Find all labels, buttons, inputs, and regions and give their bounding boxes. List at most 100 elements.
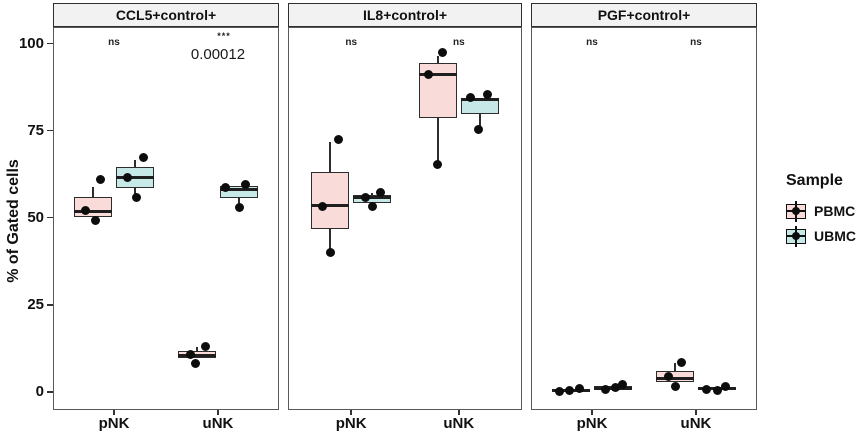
x-tick xyxy=(217,410,219,415)
y-tick xyxy=(47,129,53,132)
box-whisker-lower xyxy=(329,228,331,253)
data-point xyxy=(483,90,493,100)
box-whisker-upper xyxy=(329,141,331,173)
data-point xyxy=(664,372,674,382)
plot-panel xyxy=(531,27,757,410)
data-point xyxy=(201,342,211,352)
legend-key-boxplot-icon xyxy=(786,200,806,222)
legend: Sample PBMC UBMC xyxy=(786,172,856,253)
y-tick-label: 50 xyxy=(27,209,44,227)
x-tick xyxy=(350,410,352,415)
x-tick xyxy=(695,410,697,415)
box-whisker-upper xyxy=(371,193,373,195)
y-tick-label: 75 xyxy=(27,122,44,139)
significance-label: ns xyxy=(345,37,358,48)
y-tick xyxy=(47,216,53,219)
x-tick xyxy=(458,410,460,415)
y-tick-label: 0 xyxy=(35,383,44,401)
significance-label: ns xyxy=(452,37,465,48)
box-whisker-upper xyxy=(196,346,198,352)
data-point xyxy=(191,359,201,369)
data-point xyxy=(235,203,245,213)
significance-label: ns xyxy=(586,37,598,48)
box-whisker-upper xyxy=(92,186,94,197)
data-point xyxy=(438,47,448,57)
data-point xyxy=(333,135,343,145)
data-point xyxy=(90,215,100,225)
data-point xyxy=(95,174,105,184)
x-tick-label: pNK xyxy=(98,415,130,432)
data-point xyxy=(131,193,141,203)
median-line xyxy=(460,98,499,102)
data-point xyxy=(554,387,564,397)
facet-strip-title: IL8+control+ xyxy=(362,7,448,23)
data-point xyxy=(600,384,610,394)
boxplot-box xyxy=(74,196,113,217)
median-line xyxy=(418,72,457,76)
data-point xyxy=(713,385,723,395)
data-point xyxy=(186,350,196,360)
median-line xyxy=(177,353,216,357)
legend-entries: PBMC UBMC xyxy=(786,200,856,247)
legend-entry: PBMC xyxy=(786,200,856,222)
data-point xyxy=(433,160,443,170)
data-point xyxy=(564,385,574,395)
x-tick xyxy=(591,410,593,415)
box-whisker-lower xyxy=(479,114,481,128)
data-point xyxy=(617,380,627,390)
significance-label: ns xyxy=(108,37,120,48)
facet-strip: PGF+control+ xyxy=(531,3,757,27)
data-point xyxy=(360,192,370,202)
data-point xyxy=(221,183,231,193)
box-whisker-lower xyxy=(437,117,439,165)
data-point xyxy=(671,382,681,392)
x-tick xyxy=(113,410,115,415)
box-whisker-lower xyxy=(238,197,240,208)
boxplot-box xyxy=(655,370,694,382)
data-point xyxy=(325,247,335,257)
x-tick-label: uNK xyxy=(443,415,475,432)
boxplot-box xyxy=(311,172,350,229)
data-point xyxy=(241,180,251,190)
data-point xyxy=(574,383,584,393)
box-whisker-upper xyxy=(674,362,676,371)
facet-strip-title: CCL5+control+ xyxy=(115,7,217,23)
data-point xyxy=(80,206,90,216)
legend-key-dot xyxy=(792,232,800,240)
data-point xyxy=(138,152,148,162)
significance-stars: *** xyxy=(217,31,231,41)
data-point xyxy=(721,381,731,391)
y-tick xyxy=(47,303,53,306)
data-point xyxy=(474,124,484,134)
data-point xyxy=(317,201,327,211)
legend-entry: UBMC xyxy=(786,225,856,247)
box-whisker-upper xyxy=(134,160,136,168)
median-line xyxy=(311,204,350,208)
y-tick-label: 25 xyxy=(27,296,44,314)
box-whisker-upper xyxy=(437,55,439,64)
plot-panel xyxy=(53,27,279,410)
data-point xyxy=(702,384,712,394)
median-line xyxy=(353,196,392,200)
y-tick xyxy=(47,42,53,45)
boxplot-box xyxy=(418,63,457,118)
legend-key-boxplot-icon xyxy=(786,225,806,247)
legend-key-dot xyxy=(792,207,800,215)
legend-label: UBMC xyxy=(814,228,856,244)
facet-strip: CCL5+control+ xyxy=(53,3,279,27)
significance-label: ns xyxy=(690,37,702,48)
legend-title: Sample xyxy=(786,172,843,189)
data-point xyxy=(677,358,687,368)
x-tick-label: uNK xyxy=(202,415,234,432)
data-point xyxy=(610,383,620,393)
data-point xyxy=(466,92,476,102)
x-tick-label: pNK xyxy=(576,415,608,432)
median-line xyxy=(655,377,694,381)
box-whisker-lower xyxy=(134,187,136,197)
data-point xyxy=(375,188,385,198)
x-tick-label: uNK xyxy=(680,415,712,432)
median-line xyxy=(219,187,258,191)
facet-strip-title: PGF+control+ xyxy=(597,7,691,23)
data-point xyxy=(367,201,377,211)
